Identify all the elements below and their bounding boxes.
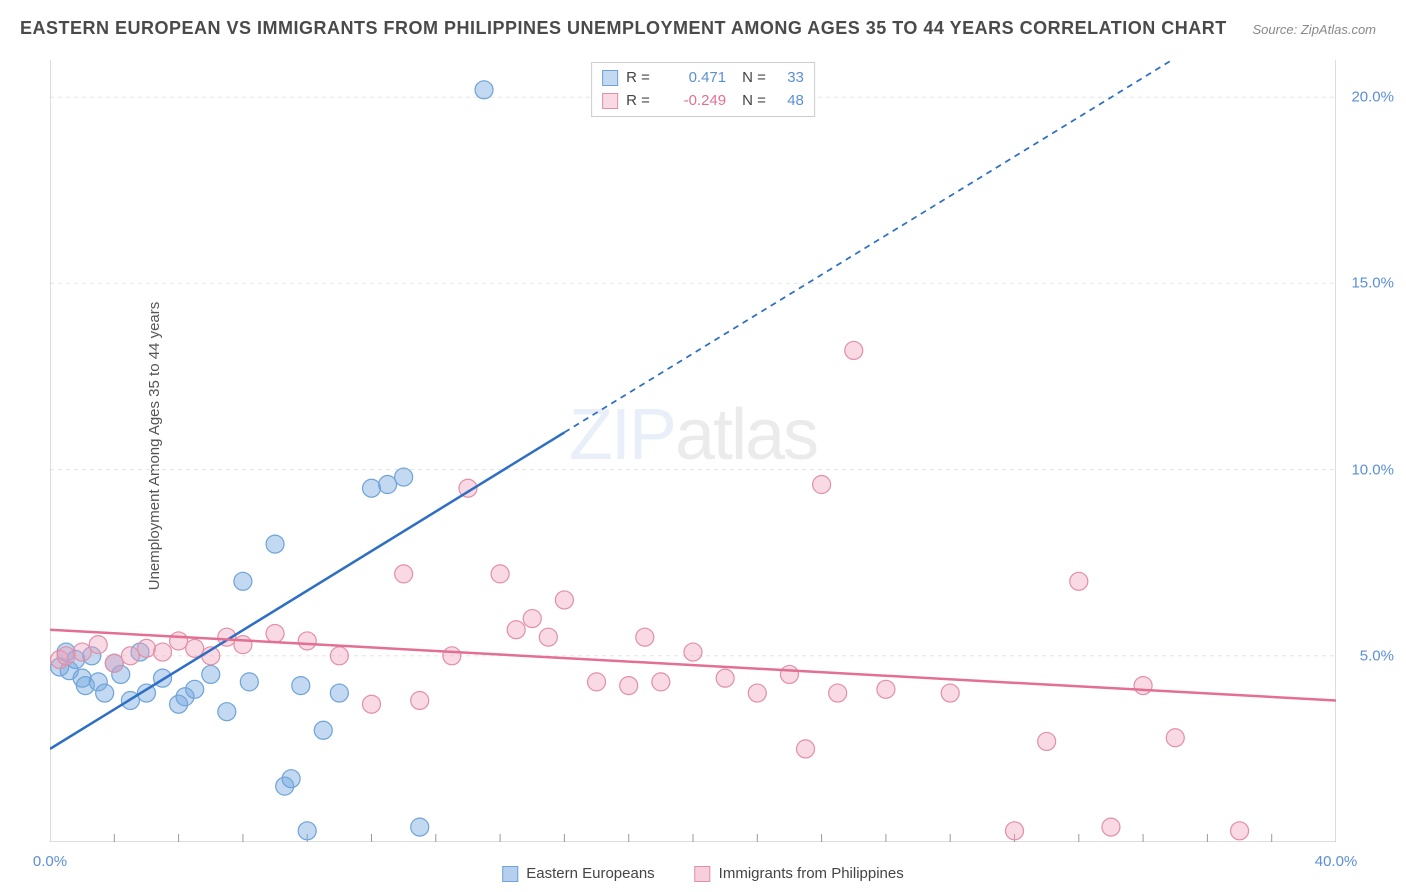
chart-title: EASTERN EUROPEAN VS IMMIGRANTS FROM PHIL…: [20, 18, 1227, 39]
r-label: R =: [626, 90, 658, 113]
legend-swatch: [502, 866, 518, 882]
legend-swatch-1: [602, 93, 618, 109]
legend-swatch: [695, 866, 711, 882]
source-label: Source: ZipAtlas.com: [1252, 22, 1376, 37]
legend-row-series-1: R = -0.249 N = 48: [602, 90, 804, 113]
x-tick-label: 0.0%: [33, 853, 67, 870]
correlation-legend: R = 0.471 N = 33 R = -0.249 N = 48: [591, 62, 815, 117]
n-label: N =: [742, 90, 766, 113]
legend-label: Immigrants from Philippines: [719, 865, 904, 882]
n-value-1: 48: [774, 90, 804, 113]
r-value-1: -0.249: [666, 90, 726, 113]
chart-area: ZIPatlas 5.0%10.0%15.0%20.0%0.0%40.0%: [50, 60, 1336, 842]
y-tick-label: 20.0%: [1351, 89, 1394, 106]
legend-row-series-0: R = 0.471 N = 33: [602, 67, 804, 90]
y-tick-label: 15.0%: [1351, 275, 1394, 292]
legend-swatch-0: [602, 70, 618, 86]
x-tick-label: 40.0%: [1315, 853, 1358, 870]
n-value-0: 33: [774, 67, 804, 90]
r-value-0: 0.471: [666, 67, 726, 90]
y-tick-label: 10.0%: [1351, 461, 1394, 478]
series-legend: Eastern Europeans Immigrants from Philip…: [502, 865, 903, 882]
y-tick-label: 5.0%: [1360, 647, 1394, 664]
r-label: R =: [626, 67, 658, 90]
scatter-chart: [50, 60, 1336, 842]
legend-label: Eastern Europeans: [526, 865, 654, 882]
legend-item-0: Eastern Europeans: [502, 865, 654, 882]
legend-item-1: Immigrants from Philippines: [695, 865, 904, 882]
n-label: N =: [742, 67, 766, 90]
